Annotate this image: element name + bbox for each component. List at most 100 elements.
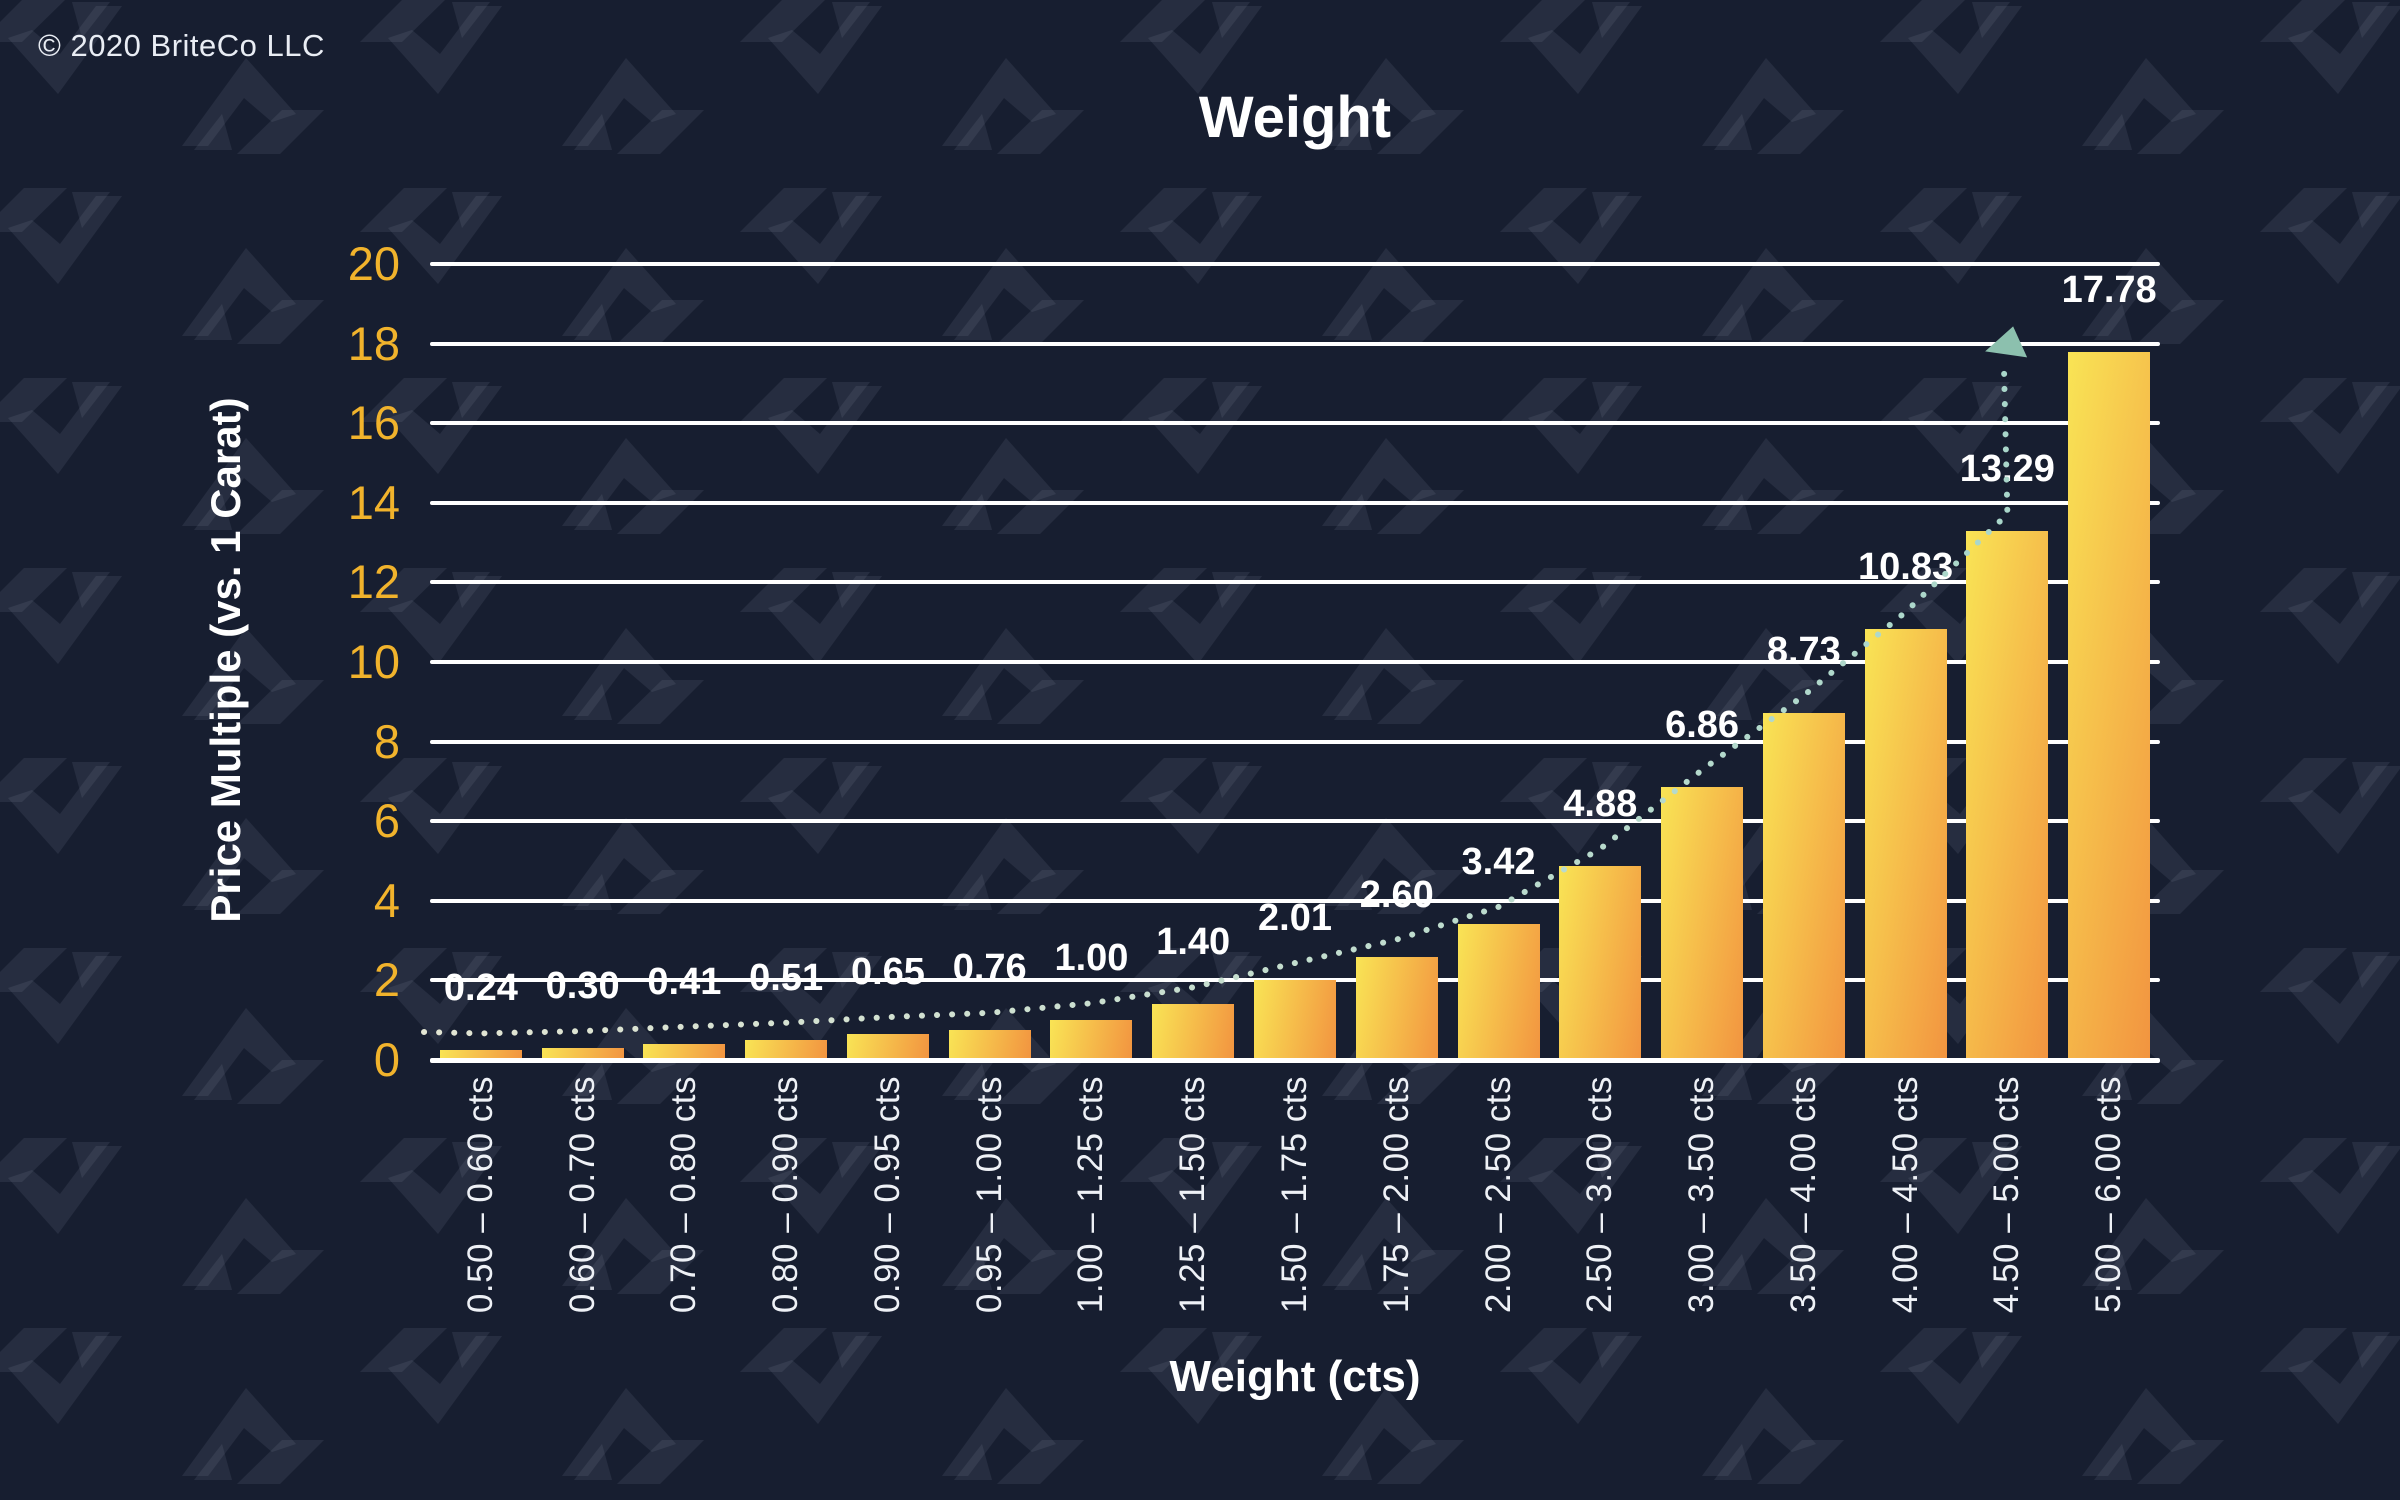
gridline (430, 262, 2160, 266)
x-tick-cell: 5.00 – 6.00 cts (2058, 1076, 2160, 1436)
y-tick-label: 0 (373, 1033, 400, 1086)
x-tick-label: 2.50 – 3.00 cts (1580, 1076, 1620, 1314)
x-tick-label: 4.00 – 4.50 cts (1885, 1076, 1925, 1314)
bar-slot: 3.42 (1448, 264, 1550, 1060)
x-tick-cell: 0.50 – 0.60 cts (430, 1076, 532, 1436)
bar-slot: 0.24 (430, 264, 532, 1060)
bar-value-label: 6.86 (1665, 703, 1740, 746)
y-tick-label: 18 (347, 316, 400, 370)
page-title: Weight (1198, 85, 1392, 150)
bar-slot: 2.60 (1346, 264, 1448, 1060)
bar (1050, 1020, 1133, 1060)
bar-slot: 0.30 (532, 264, 634, 1060)
bar (1152, 1004, 1235, 1060)
bar (1966, 531, 2049, 1060)
x-tick-label: 1.50 – 1.75 cts (1274, 1076, 1314, 1314)
x-tick-cell: 2.50 – 3.00 cts (1549, 1076, 1651, 1436)
x-tick-label: 2.00 – 2.50 cts (1478, 1076, 1518, 1314)
y-tick-label: 20 (347, 237, 400, 290)
x-tick-cell: 1.50 – 1.75 cts (1244, 1076, 1346, 1436)
bar-slot: 0.65 (837, 264, 939, 1060)
bar-value-label: 1.40 (1156, 921, 1231, 964)
bar-value-label: 2.01 (1258, 897, 1332, 940)
x-tick-cell: 0.95 – 1.00 cts (939, 1076, 1041, 1436)
bar-value-label: 2.60 (1359, 873, 1434, 916)
x-axis-title: Weight (cts) (1169, 1352, 1421, 1401)
x-tick-label: 0.50 – 0.60 cts (460, 1076, 500, 1314)
bar-slot: 0.51 (735, 264, 837, 1060)
bar-slot: 10.83 (1855, 264, 1957, 1060)
bar (948, 1029, 1031, 1060)
y-tick-label: 12 (347, 555, 400, 609)
x-tick-label: 5.00 – 6.00 cts (2089, 1076, 2129, 1314)
x-tick-label: 0.60 – 0.70 cts (562, 1076, 602, 1314)
x-tick-cell: 0.70 – 0.80 cts (634, 1076, 736, 1436)
bar (745, 1039, 828, 1060)
bar-value-label: 4.88 (1563, 782, 1638, 825)
y-tick-label: 10 (347, 635, 400, 688)
bar (2068, 352, 2151, 1060)
bar (1355, 956, 1438, 1060)
x-tick-label: 3.00 – 3.50 cts (1682, 1076, 1722, 1314)
bar-slot: 4.88 (1549, 264, 1651, 1060)
x-tick-cell: 1.00 – 1.25 cts (1041, 1076, 1143, 1436)
x-tick-label: 0.80 – 0.90 cts (766, 1076, 806, 1314)
bar-value-label: 8.73 (1766, 629, 1841, 672)
bar (1864, 628, 1947, 1060)
y-tick-label: 4 (373, 873, 400, 927)
x-tick-label: 0.95 – 1.00 cts (969, 1076, 1009, 1314)
bar-slot: 6.86 (1651, 264, 1753, 1060)
bar (1559, 865, 1642, 1060)
bar-value-label: 0.51 (749, 956, 824, 999)
bar-slot: 1.40 (1142, 264, 1244, 1060)
bar (643, 1043, 726, 1060)
x-tick-cell: 4.50 – 5.00 cts (1956, 1076, 2058, 1436)
bar (1661, 786, 1744, 1060)
bar-value-label: 0.41 (647, 960, 722, 1003)
y-tick-label: 16 (347, 396, 400, 450)
bar (541, 1048, 624, 1060)
x-tick-label: 4.50 – 5.00 cts (1987, 1076, 2027, 1314)
bar-slot: 2.01 (1244, 264, 1346, 1060)
x-tick-label: 1.00 – 1.25 cts (1071, 1076, 1111, 1314)
bar-value-label: 13.29 (1959, 448, 2055, 491)
bar-value-label: 1.00 (1054, 937, 1129, 980)
bar-value-label: 17.78 (2061, 269, 2157, 312)
x-tick-cell: 3.00 – 3.50 cts (1651, 1076, 1753, 1436)
copyright-text: © 2020 BriteCo LLC (38, 28, 325, 63)
x-tick-label: 1.25 – 1.50 cts (1173, 1076, 1213, 1314)
bar-value-label: 3.42 (1461, 840, 1536, 883)
bar-value-label: 0.30 (545, 965, 620, 1008)
x-tick-cell: 0.90 – 0.95 cts (837, 1076, 939, 1436)
bar-value-label: 0.24 (443, 967, 518, 1010)
x-tick-cell: 1.25 – 1.50 cts (1142, 1076, 1244, 1436)
x-tick-label: 1.75 – 2.00 cts (1376, 1076, 1416, 1314)
bar-slot: 17.78 (2058, 264, 2160, 1060)
x-tick-cell: 0.80 – 0.90 cts (735, 1076, 837, 1436)
x-tick-cell: 1.75 – 2.00 cts (1346, 1076, 1448, 1436)
bar-slot: 8.73 (1753, 264, 1855, 1060)
bar (1253, 980, 1336, 1060)
bar (846, 1034, 929, 1060)
bar-value-label: 0.65 (850, 951, 925, 994)
y-tick-label: 6 (373, 794, 400, 848)
x-tick-cell: 0.60 – 0.70 cts (532, 1076, 634, 1436)
bar-slot: 1.00 (1041, 264, 1143, 1060)
x-tick-cell: 2.00 – 2.50 cts (1448, 1076, 1550, 1436)
bar (1457, 923, 1540, 1060)
x-tick-label: 3.50 – 4.00 cts (1783, 1076, 1823, 1314)
bar-slot: 0.76 (939, 264, 1041, 1060)
bar (1762, 712, 1845, 1060)
bar-value-label: 10.83 (1858, 545, 1954, 588)
bar-slot: 13.29 (1956, 264, 2058, 1060)
x-tick-label: 0.90 – 0.95 cts (867, 1076, 907, 1314)
bar-slot: 0.41 (634, 264, 736, 1060)
gridline (430, 341, 2160, 346)
x-tick-cell: 3.50 – 4.00 cts (1753, 1076, 1855, 1436)
y-tick-label: 2 (373, 953, 400, 1007)
x-tick-label: 0.70 – 0.80 cts (664, 1076, 704, 1314)
x-tick-cell: 4.00 – 4.50 cts (1855, 1076, 1957, 1436)
y-tick-label: 14 (347, 475, 400, 529)
